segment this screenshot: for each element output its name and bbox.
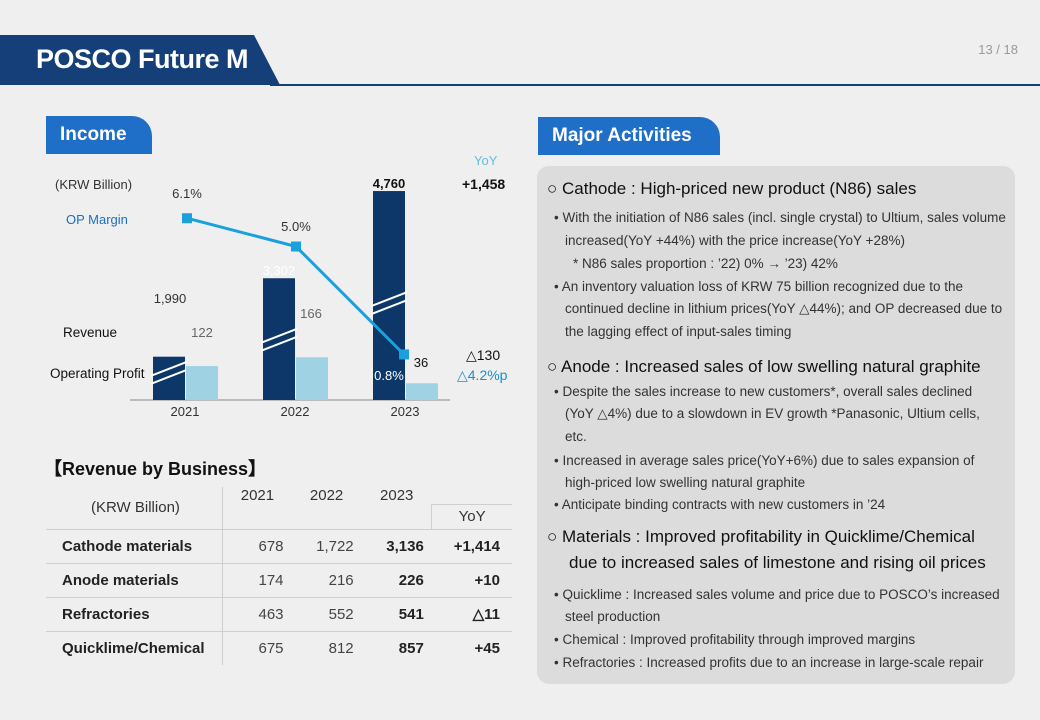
row-label: Refractories bbox=[46, 596, 223, 631]
cell-yoy: +10 bbox=[431, 562, 512, 597]
axis-break-mark bbox=[260, 327, 298, 344]
op-margin-label: OP Margin bbox=[66, 212, 128, 227]
cell-2022: 812 bbox=[291, 630, 362, 665]
revenue-legend-label: Revenue bbox=[63, 325, 118, 340]
income-chart: 2021 2022 2023 1,990 3,302 4,760 122 166 36 6.1% 5… bbox=[0, 0, 530, 430]
cell-2023: 226 bbox=[361, 562, 432, 597]
cathode-line: the lagging effect of input-sales timing bbox=[565, 324, 792, 339]
cathode-heading: ○ Cathode : High-priced new product (N86… bbox=[547, 179, 917, 198]
op-profit-bar bbox=[406, 383, 438, 400]
materials-line: • Chemical : Improved profitability thro… bbox=[554, 632, 916, 647]
anode-line: • Anticipate binding contracts with new … bbox=[554, 497, 886, 512]
op-yoy-value: △130 bbox=[466, 347, 501, 363]
revenue-bar bbox=[153, 356, 185, 400]
cell-2023: 3,136 bbox=[361, 528, 432, 563]
table-row: Cathode materials 678 1,722 3,136 +1,414 bbox=[46, 528, 512, 563]
major-activities-tab: Major Activities bbox=[538, 117, 720, 155]
table-row: Quicklime/Chemical 675 812 857 +45 bbox=[46, 630, 512, 665]
cathode-line: continued decline in lithium prices(YoY … bbox=[565, 301, 1003, 316]
header-divider bbox=[270, 84, 1040, 86]
anode-line: high-priced low swelling natural graphit… bbox=[565, 475, 806, 490]
col-header-yoy: YoY bbox=[431, 503, 512, 529]
cell-yoy: +45 bbox=[431, 630, 512, 665]
cell-2023: 541 bbox=[361, 596, 432, 631]
cell-2022: 1,722 bbox=[291, 528, 362, 563]
revenue-by-business-title: 【Revenue by Business】 bbox=[44, 459, 267, 479]
anode-heading: ○ Anode : Increased sales of low swellin… bbox=[547, 357, 981, 376]
cell-2021: 675 bbox=[222, 630, 292, 665]
revenue-by-business-table: (KRW Billion) 2021 2022 2023 YoY Cathode… bbox=[46, 487, 512, 665]
materials-line: steel production bbox=[565, 609, 661, 624]
axis-break-mark bbox=[370, 291, 408, 308]
x-tick-label: 2022 bbox=[281, 404, 310, 419]
revenue-data-label: 3,302 bbox=[263, 263, 296, 278]
x-tick-label: 2021 bbox=[171, 404, 200, 419]
chart-unit-label: (KRW Billion) bbox=[55, 177, 133, 192]
col-header-2021: 2021 bbox=[222, 487, 292, 504]
revenue-data-label: 4,760 bbox=[373, 176, 406, 191]
row-label: Anode materials bbox=[46, 562, 223, 597]
col-header-2022: 2022 bbox=[309, 487, 344, 504]
anode-line: (YoY △4%) due to a slowdown in EV growth… bbox=[565, 406, 980, 421]
x-tick-label: 2023 bbox=[391, 404, 420, 419]
anode-line: • Despite the sales increase to new cust… bbox=[554, 384, 973, 399]
page-title: POSCO Future M bbox=[36, 44, 249, 74]
row-label: Quicklime/Chemical bbox=[46, 630, 223, 665]
axis-break-mark bbox=[370, 299, 408, 316]
cell-2022: 552 bbox=[291, 596, 362, 631]
table-row: Anode materials 174 216 226 +10 bbox=[46, 562, 512, 597]
table-row: Refractories 463 552 541 △11 bbox=[46, 596, 512, 631]
table-subheader-row: YoY bbox=[46, 503, 512, 529]
table-unit-header: (KRW Billion) bbox=[91, 499, 180, 517]
cell-yoy: △11 bbox=[431, 596, 512, 631]
op-margin-line bbox=[186, 216, 406, 356]
table-header-row: (KRW Billion) 2021 2022 2023 bbox=[46, 487, 512, 516]
margin-yoy-value: △4.2%p bbox=[457, 367, 508, 383]
op-profit-bar bbox=[186, 366, 218, 400]
op-profit-legend-label: Operating Profit bbox=[50, 366, 145, 381]
cell-2021: 463 bbox=[222, 596, 292, 631]
col-header-2023: 2023 bbox=[380, 487, 414, 504]
op-profit-data-label: 122 bbox=[191, 325, 213, 340]
axis-break-mark bbox=[150, 368, 188, 385]
op-margin-point bbox=[182, 213, 192, 224]
row-label: Cathode materials bbox=[46, 528, 223, 563]
income-section-tab: Income bbox=[46, 116, 152, 154]
op-margin-data-label: 5.0% bbox=[281, 219, 311, 234]
cell-2021: 678 bbox=[222, 528, 292, 563]
op-profit-data-label: 166 bbox=[300, 306, 322, 321]
op-margin-data-label: 0.8% bbox=[374, 368, 404, 383]
cathode-line: • With the initiation of N86 sales (incl… bbox=[554, 210, 1006, 225]
header-title-bar bbox=[0, 35, 280, 85]
anode-line: etc. bbox=[565, 429, 587, 444]
revenue-yoy-value: +1,458 bbox=[462, 176, 506, 192]
cathode-line: * N86 sales proportion : ’22) 0% → ’23) … bbox=[573, 256, 838, 271]
cell-yoy: +1,414 bbox=[431, 528, 512, 563]
cathode-line: increased(YoY +44%) with the price incre… bbox=[565, 233, 905, 248]
anode-line: • Increased in average sales price(YoY+6… bbox=[554, 453, 975, 468]
materials-line: • Refractories : Increased profits due t… bbox=[554, 655, 984, 670]
axis-break-mark bbox=[260, 335, 298, 352]
materials-line: • Quicklime : Increased sales volume and… bbox=[554, 587, 1000, 602]
cathode-line: • An inventory valuation loss of KRW 75 … bbox=[554, 279, 963, 294]
op-margin-data-label: 6.1% bbox=[172, 186, 202, 201]
op-profit-data-label: 36 bbox=[414, 355, 428, 370]
major-activities-panel bbox=[537, 166, 1015, 684]
revenue-data-label: 1,990 bbox=[154, 291, 187, 306]
cell-2023: 857 bbox=[361, 630, 432, 665]
cell-2022: 216 bbox=[291, 562, 362, 597]
materials-heading-cont: due to increased sales of limestone and … bbox=[569, 553, 986, 572]
op-margin-point bbox=[291, 241, 301, 252]
op-margin-point bbox=[399, 349, 409, 360]
page-number: 13 / 18 bbox=[978, 42, 1018, 57]
chart-yoy-header: YoY bbox=[474, 153, 498, 168]
axis-break-mark bbox=[150, 360, 188, 377]
materials-heading: ○ Materials : Improved profitability in … bbox=[547, 527, 975, 546]
op-profit-bar bbox=[296, 357, 328, 400]
cell-2021: 174 bbox=[222, 562, 292, 597]
income-chart-svg: 2021 2022 2023 1,990 3,302 4,760 122 166 36 6.1% 5… bbox=[130, 176, 450, 419]
